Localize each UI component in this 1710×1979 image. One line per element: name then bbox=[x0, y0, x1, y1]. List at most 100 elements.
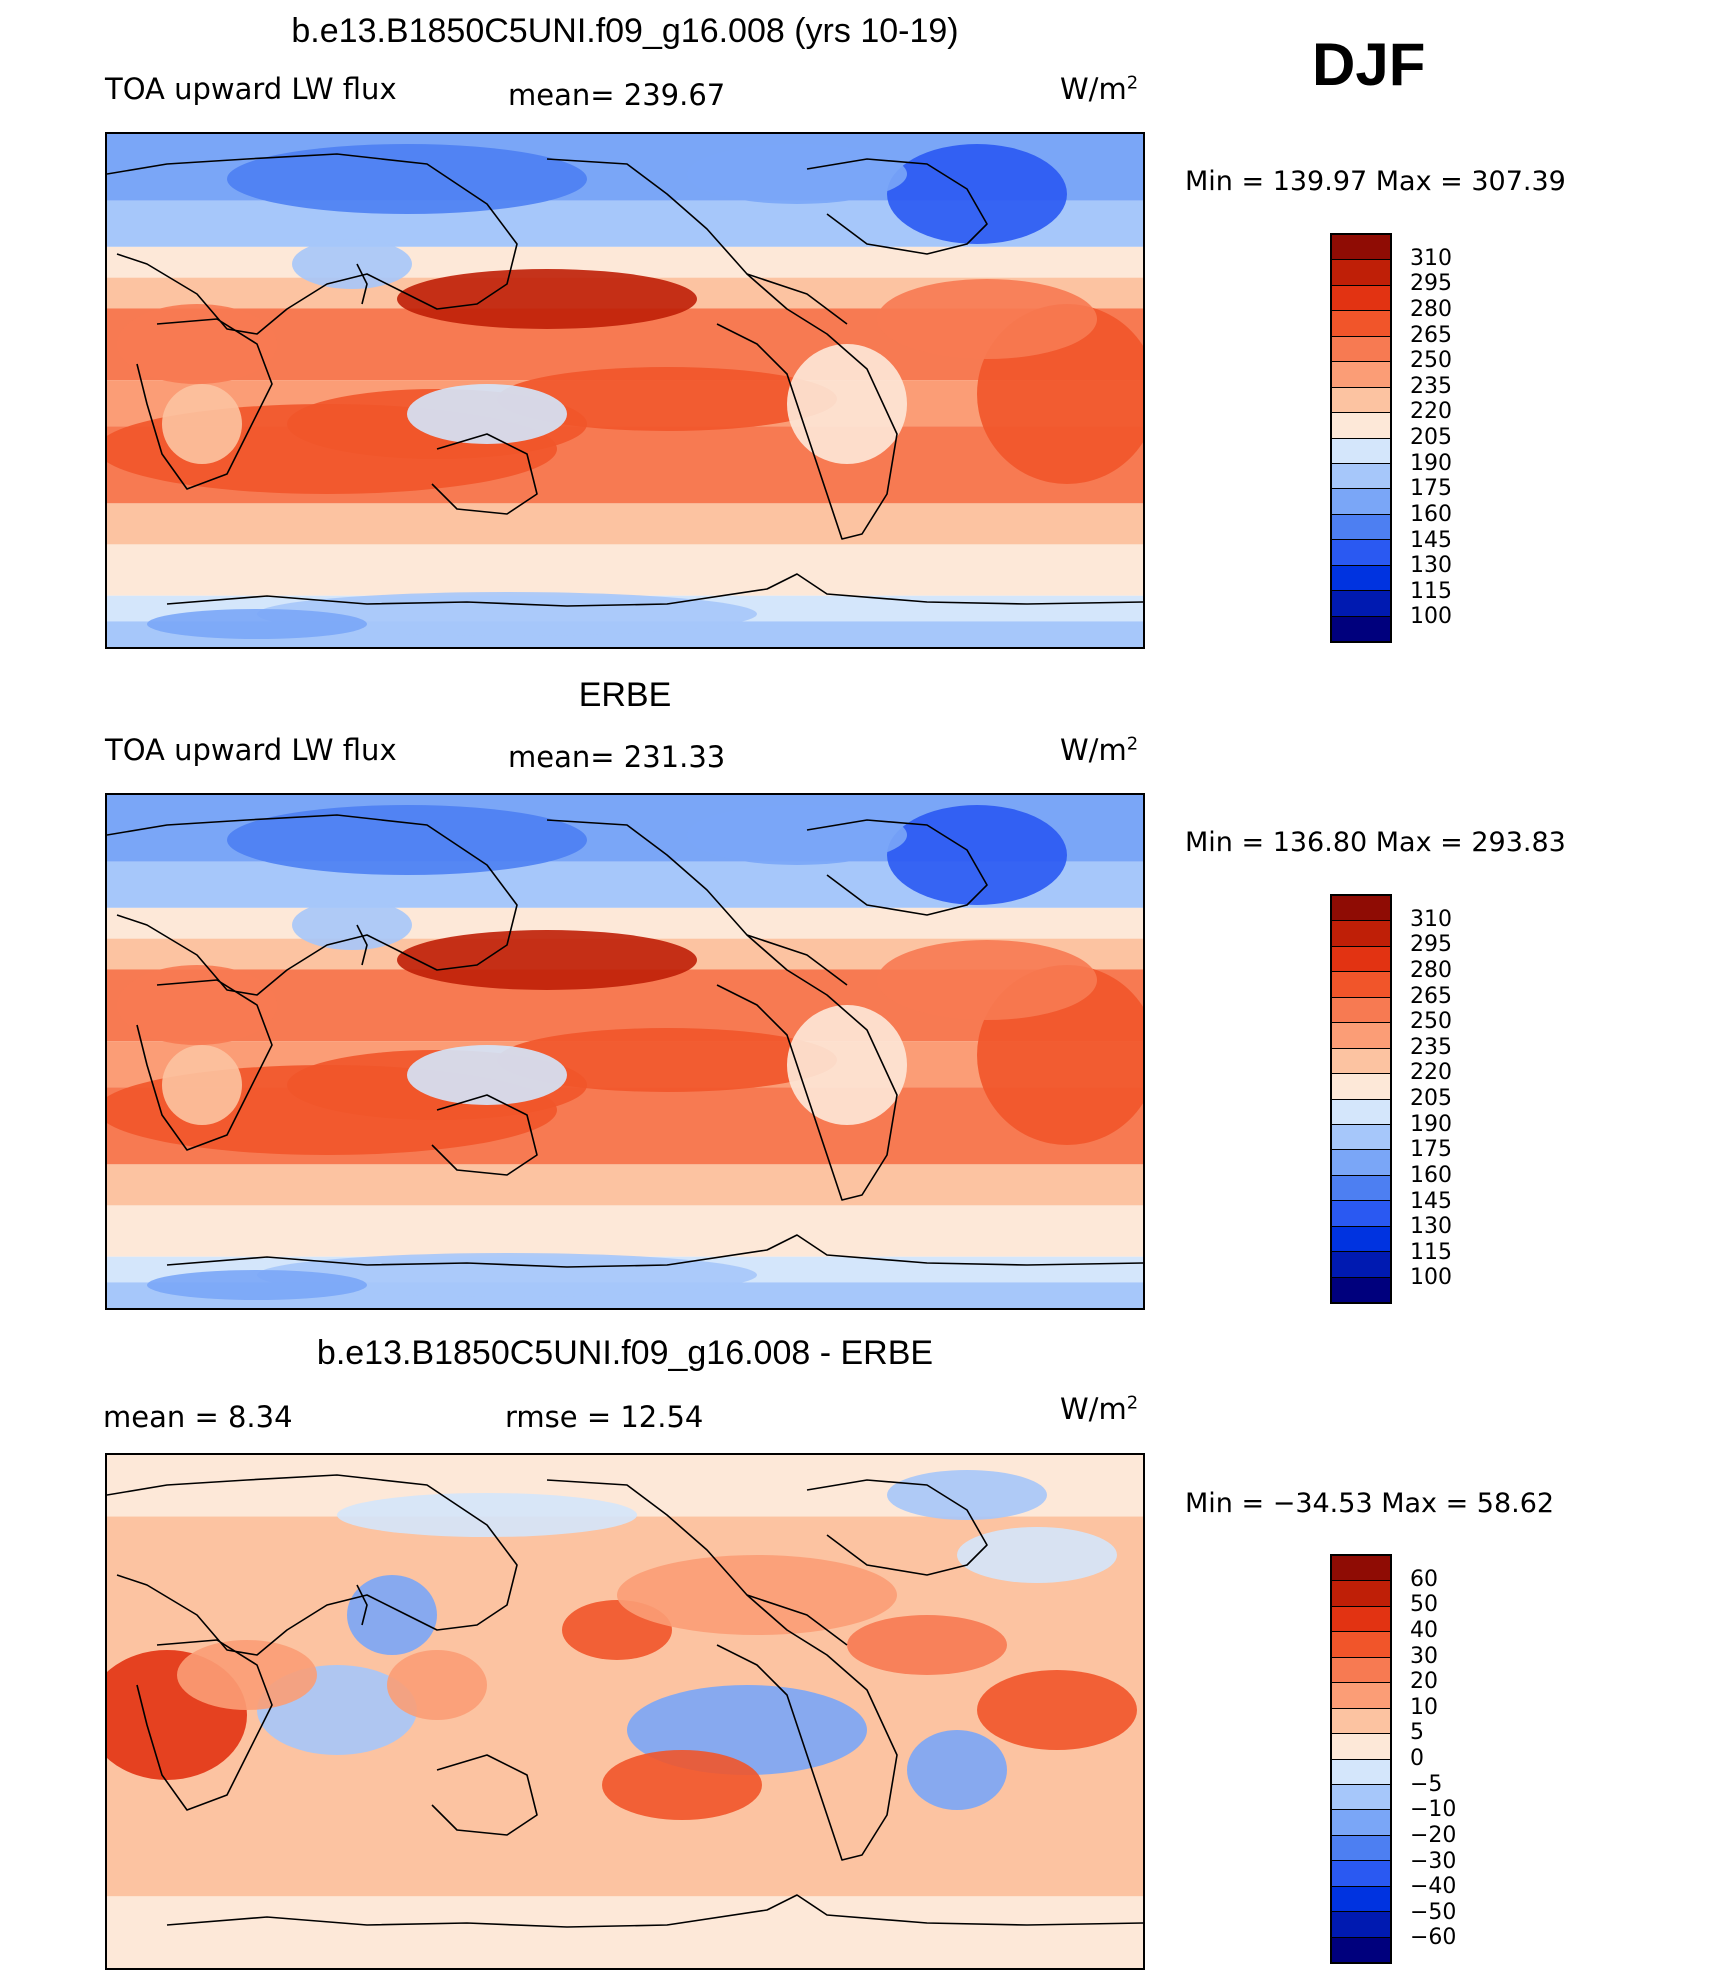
field-contour bbox=[337, 1493, 637, 1537]
colorbar-tick-label: 160 bbox=[1410, 501, 1452, 527]
colorbar-swatch bbox=[1332, 362, 1390, 388]
colorbar-swatch bbox=[1332, 565, 1390, 592]
colorbar-swatch bbox=[1332, 1734, 1390, 1760]
colorbar-swatch bbox=[1332, 946, 1390, 973]
colorbar-swatch bbox=[1332, 1201, 1390, 1227]
colorbar-tick-label: 30 bbox=[1410, 1643, 1438, 1669]
colorbar-tick-label: 265 bbox=[1410, 983, 1452, 1009]
coastline bbox=[136, 318, 273, 490]
field-contour bbox=[292, 239, 412, 289]
coastline bbox=[356, 1584, 368, 1626]
panel-3-title: b.e13.B1850C5UNI.f09_g16.008 - ERBE bbox=[316, 1334, 934, 1372]
colorbar-swatch bbox=[1332, 1937, 1390, 1962]
colorbar-swatch bbox=[1332, 1074, 1390, 1100]
colorbar-swatch bbox=[1332, 311, 1390, 337]
colorbar-swatch bbox=[1332, 1683, 1390, 1709]
field-contour bbox=[227, 805, 587, 875]
colorbar-swatch bbox=[1332, 1252, 1390, 1278]
coastline bbox=[546, 158, 898, 540]
field-contour bbox=[617, 1555, 897, 1635]
colorbar-swatch bbox=[1332, 591, 1390, 617]
colorbar-tick-label: 190 bbox=[1410, 450, 1452, 476]
colorbar-tick-label: −5 bbox=[1410, 1771, 1443, 1797]
colorbar-tick-label: 235 bbox=[1410, 1034, 1452, 1060]
colorbar-tick-label: 40 bbox=[1410, 1617, 1438, 1643]
colorbar-tick-label: 310 bbox=[1410, 245, 1452, 271]
colorbar-swatch bbox=[1332, 463, 1390, 490]
colorbar-tick-label: 60 bbox=[1410, 1566, 1438, 1592]
colorbar-swatch bbox=[1332, 413, 1390, 439]
colorbar-swatch bbox=[1332, 1708, 1390, 1735]
field-contour bbox=[602, 1750, 762, 1820]
field-contour bbox=[957, 1527, 1117, 1583]
panel-1-map bbox=[105, 132, 1145, 649]
coastline bbox=[431, 433, 538, 515]
colorbar-swatch bbox=[1332, 616, 1390, 641]
coastline bbox=[166, 1234, 1143, 1268]
colorbar-swatch bbox=[1332, 1175, 1390, 1202]
colorbar-tick-label: 175 bbox=[1410, 476, 1452, 502]
panel-2-mean-label: mean= 231.33 bbox=[508, 740, 726, 774]
field-contour bbox=[147, 609, 367, 639]
colorbar-swatch bbox=[1332, 1023, 1390, 1049]
panel-1-variable-label: TOA upward LW flux bbox=[105, 72, 397, 106]
field-contour bbox=[177, 1640, 317, 1710]
colorbar-swatch bbox=[1332, 1784, 1390, 1811]
coastline bbox=[107, 814, 518, 996]
field-contour bbox=[407, 384, 567, 444]
colorbar-swatch bbox=[1332, 1861, 1390, 1887]
colorbar-tick-label: 220 bbox=[1410, 399, 1452, 425]
panel-3-map bbox=[105, 1453, 1145, 1970]
coastline bbox=[356, 263, 368, 305]
coastline bbox=[356, 924, 368, 966]
field-contour bbox=[397, 269, 697, 329]
field-contour bbox=[407, 1045, 567, 1105]
panel-2-title: ERBE bbox=[578, 676, 672, 714]
field-contour bbox=[497, 1028, 837, 1092]
colorbar-tick-label: 235 bbox=[1410, 373, 1452, 399]
coastline bbox=[806, 158, 988, 255]
coastline bbox=[166, 573, 1143, 607]
coastline bbox=[806, 1479, 988, 1576]
panel-1-units: W/m2 bbox=[1060, 72, 1139, 106]
colorbar-swatch bbox=[1332, 438, 1390, 464]
field-band bbox=[107, 907, 1143, 939]
colorbar-tick-label: 130 bbox=[1410, 553, 1452, 579]
panel-3-units: W/m2 bbox=[1060, 1392, 1139, 1426]
coastline bbox=[107, 153, 518, 335]
colorbar-tick-label: 0 bbox=[1410, 1746, 1424, 1771]
panel-2-colorbar bbox=[1330, 894, 1392, 1304]
colorbar-swatch bbox=[1332, 285, 1390, 312]
coastline bbox=[806, 819, 988, 916]
panel-3-colorbar bbox=[1330, 1554, 1392, 1964]
colorbar-swatch bbox=[1332, 1606, 1390, 1633]
colorbar-tick-label: 10 bbox=[1410, 1694, 1438, 1720]
coastline bbox=[746, 934, 848, 986]
panel-2-map bbox=[105, 793, 1145, 1310]
field-contour bbox=[687, 805, 907, 865]
colorbar-tick-label: 280 bbox=[1410, 957, 1452, 983]
colorbar-tick-label: 145 bbox=[1410, 1188, 1452, 1214]
field-band bbox=[107, 246, 1143, 278]
field-contour bbox=[887, 1470, 1047, 1520]
colorbar-tick-label: 115 bbox=[1410, 578, 1452, 604]
field-contour bbox=[117, 965, 277, 1045]
panel-1-colorbar bbox=[1330, 233, 1392, 643]
colorbar-tick-label: 20 bbox=[1410, 1669, 1438, 1695]
colorbar-tick-label: 205 bbox=[1410, 1086, 1452, 1111]
colorbar-swatch bbox=[1332, 1150, 1390, 1176]
colorbar-tick-label: 250 bbox=[1410, 348, 1452, 374]
colorbar-tick-label: 280 bbox=[1410, 296, 1452, 322]
field-contour bbox=[397, 930, 697, 990]
field-contour bbox=[877, 279, 1097, 359]
colorbar-swatch bbox=[1332, 235, 1390, 261]
coastline bbox=[166, 1894, 1143, 1928]
colorbar-tick-label: −50 bbox=[1410, 1899, 1457, 1925]
colorbar-swatch bbox=[1332, 1277, 1390, 1302]
field-contour bbox=[227, 144, 587, 214]
colorbar-swatch bbox=[1332, 972, 1390, 998]
field-contour bbox=[147, 1270, 367, 1300]
coastline bbox=[746, 273, 848, 325]
colorbar-tick-label: 265 bbox=[1410, 322, 1452, 348]
colorbar-swatch bbox=[1332, 514, 1390, 541]
